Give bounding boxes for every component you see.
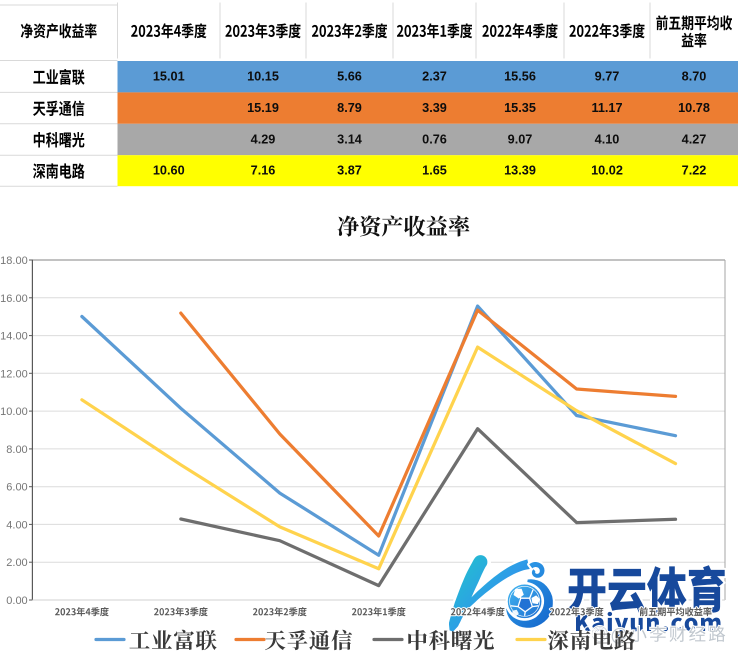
svg-text:15.56: 15.56 [504, 70, 536, 84]
svg-text:8.00: 8.00 [6, 444, 27, 456]
svg-text:5.66: 5.66 [337, 70, 362, 84]
svg-text:10.15: 10.15 [247, 70, 279, 84]
svg-text:10.78: 10.78 [678, 101, 710, 115]
svg-text:9.77: 9.77 [595, 70, 620, 84]
svg-text:8.79: 8.79 [337, 101, 362, 115]
svg-text:9.07: 9.07 [508, 132, 533, 146]
svg-text:4.00: 4.00 [6, 519, 27, 531]
svg-text:10.00: 10.00 [0, 406, 28, 418]
svg-text:6.00: 6.00 [6, 482, 27, 494]
svg-text:15.35: 15.35 [504, 101, 536, 115]
svg-text:10.60: 10.60 [153, 164, 185, 178]
svg-text:3.14: 3.14 [337, 132, 362, 146]
svg-text:2.37: 2.37 [422, 70, 447, 84]
svg-text:15.19: 15.19 [247, 101, 279, 115]
svg-text:0.76: 0.76 [422, 132, 447, 146]
svg-text:3.87: 3.87 [337, 164, 362, 178]
svg-text:4.27: 4.27 [682, 132, 707, 146]
svg-text:7.16: 7.16 [251, 164, 276, 178]
svg-text:8.70: 8.70 [682, 70, 707, 84]
svg-text:1.65: 1.65 [422, 164, 447, 178]
svg-text:15.01: 15.01 [153, 70, 185, 84]
svg-text:2.00: 2.00 [6, 557, 27, 569]
svg-text:16.00: 16.00 [0, 293, 28, 305]
svg-text:18.00: 18.00 [0, 255, 28, 267]
svg-text:13.39: 13.39 [504, 164, 536, 178]
svg-text:4.10: 4.10 [595, 132, 620, 146]
svg-text:0.00: 0.00 [6, 595, 27, 607]
svg-text:4.29: 4.29 [251, 132, 276, 146]
svg-text:11.17: 11.17 [591, 101, 622, 115]
svg-text:10.02: 10.02 [591, 164, 623, 178]
svg-text:14.00: 14.00 [0, 331, 28, 343]
svg-text:12.00: 12.00 [0, 368, 28, 380]
svg-text:7.22: 7.22 [682, 164, 707, 178]
svg-text:3.39: 3.39 [422, 101, 447, 115]
svg-text:cu: cu [585, 628, 593, 637]
